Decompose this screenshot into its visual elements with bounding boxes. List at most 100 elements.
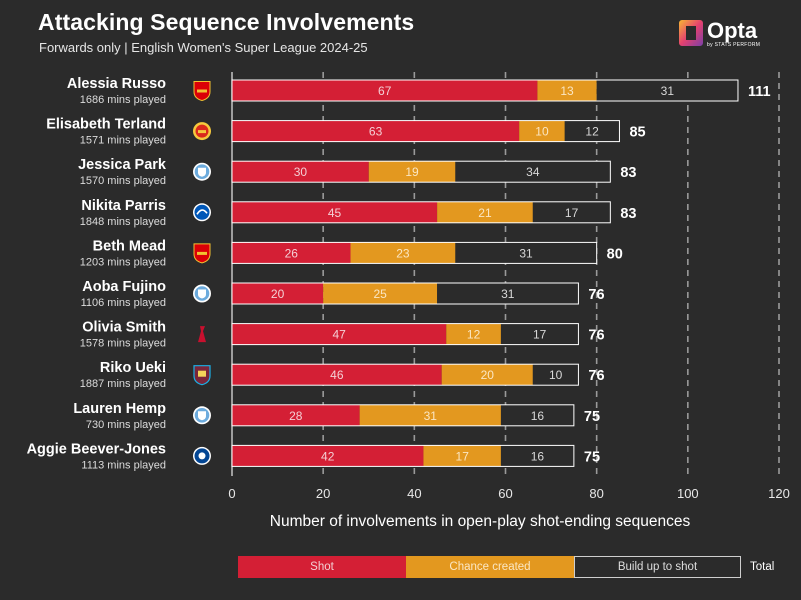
bar-build-up: [500, 445, 574, 467]
bar-build-up: [437, 283, 579, 304]
bar-outline: [231, 444, 575, 467]
player-minutes: 1686 mins played: [80, 94, 166, 106]
opta-wordmark: Opta: [707, 18, 758, 43]
bar-chance-created: [368, 161, 456, 183]
legend: Shot Chance created Build up to shot Tot…: [238, 556, 774, 578]
x-axis-label: Number of involvements in open-play shot…: [270, 513, 691, 530]
bar-chance-created-label: 10: [535, 125, 549, 139]
x-tick-label: 40: [407, 486, 421, 501]
man-city-crest-icon: [193, 406, 211, 425]
player-name: Olivia Smith: [82, 320, 166, 336]
player-minutes: 1848 mins played: [80, 216, 166, 228]
arsenal-crest-icon: [193, 81, 211, 102]
bar-build-up: [500, 404, 574, 426]
bar-outline: [231, 160, 611, 183]
arsenal-crest-icon: [193, 243, 211, 264]
total-label: 76: [588, 368, 604, 384]
bar-outline: [231, 282, 579, 305]
bar-shot: [232, 404, 360, 426]
bar-chance-created-label: 19: [405, 165, 419, 179]
bar-shot: [232, 120, 520, 142]
bar-shot-label: 46: [330, 368, 344, 382]
bar-shot-label: 26: [285, 246, 299, 260]
bar-shot-label: 28: [289, 409, 303, 423]
bar-build-up: [564, 120, 620, 142]
total-label: 83: [620, 165, 636, 181]
player-minutes: 1571 mins played: [80, 135, 166, 147]
bar-outline: [231, 201, 611, 224]
opta-logo: Opta by STATS PERFORM: [676, 16, 776, 50]
total-label: 85: [629, 125, 645, 141]
x-tick-label: 0: [228, 486, 235, 501]
bar-shot: [232, 201, 438, 223]
bar-shot: [232, 242, 351, 264]
bar-outline: [231, 323, 579, 346]
bar-shot-label: 47: [332, 328, 346, 342]
bar-chance-created-label: 13: [560, 84, 574, 98]
man-utd-crest-icon: [193, 122, 211, 141]
bar-build-up: [596, 80, 738, 101]
legend-total: Total: [750, 561, 775, 573]
total-label: 76: [588, 328, 604, 344]
bar-shot: [232, 445, 424, 467]
bar-outline: [231, 120, 620, 143]
brighton-crest-icon: [193, 203, 211, 222]
bar-chance-created-label: 31: [424, 409, 438, 423]
bar-build-up: [455, 242, 597, 264]
player-name: Aoba Fujino: [82, 279, 166, 295]
bar-chance-created-label: 17: [456, 449, 470, 463]
bar-build-up: [532, 201, 611, 223]
bar-build-up-label: 16: [531, 449, 545, 463]
chelsea-crest-icon: [193, 446, 211, 465]
bar-build-up-label: 10: [549, 368, 563, 382]
bar-chance-created: [519, 120, 565, 142]
bar-chance-created: [350, 242, 456, 264]
bar-chance-created-label: 25: [373, 287, 387, 301]
bar-shot-label: 67: [378, 84, 392, 98]
player-name: Jessica Park: [78, 157, 167, 173]
opta-logo-icon: [679, 20, 703, 46]
bar-outline: [231, 79, 739, 102]
player-minutes: 1113 mins played: [81, 459, 166, 471]
bar-shot-label: 45: [328, 206, 342, 220]
player-name: Lauren Hemp: [73, 401, 166, 417]
opta-tagline: by STATS PERFORM: [707, 42, 761, 48]
bar-shot: [232, 323, 447, 345]
bar-build-up-label: 17: [565, 206, 579, 220]
chart-subtitle: Forwards only | English Women's Super Le…: [39, 40, 368, 55]
x-tick-label: 120: [768, 486, 790, 501]
total-label: 76: [588, 287, 604, 303]
player-minutes: 1887 mins played: [80, 378, 166, 390]
bar-shot: [232, 364, 442, 386]
player-name: Aggie Beever-Jones: [27, 441, 166, 457]
bar-chance-created-label: 12: [467, 328, 481, 342]
bar-chance-created-label: 21: [478, 206, 492, 220]
bar-chance-created: [537, 80, 597, 101]
player-minutes: 1578 mins played: [80, 338, 166, 350]
bar-build-up-label: 31: [519, 246, 533, 260]
legend-build-up: Build up to shot: [574, 556, 741, 578]
bar-chance-created: [441, 364, 533, 386]
x-tick-label: 100: [677, 486, 699, 501]
liverpool-crest-icon: [198, 326, 206, 343]
west-ham-crest-icon: [193, 365, 211, 386]
bar-build-up: [455, 161, 611, 183]
bar-build-up: [500, 323, 579, 345]
player-minutes: 1106 mins played: [81, 297, 166, 309]
total-label: 75: [584, 409, 600, 425]
bar-shot: [232, 283, 324, 304]
bar-build-up-label: 31: [501, 287, 515, 301]
total-label: 80: [607, 246, 623, 262]
player-name: Riko Ueki: [100, 360, 166, 376]
bar-build-up-label: 12: [585, 125, 599, 139]
bar-shot-label: 42: [321, 449, 335, 463]
bar-build-up-label: 31: [661, 84, 675, 98]
player-name: Beth Mead: [93, 238, 166, 254]
bar-build-up: [532, 364, 579, 386]
bar-outline: [231, 404, 575, 427]
bar-chance-created: [323, 283, 438, 304]
player-minutes: 730 mins played: [86, 419, 166, 431]
bar-outline: [231, 241, 598, 264]
player-name: Nikita Parris: [81, 198, 166, 214]
